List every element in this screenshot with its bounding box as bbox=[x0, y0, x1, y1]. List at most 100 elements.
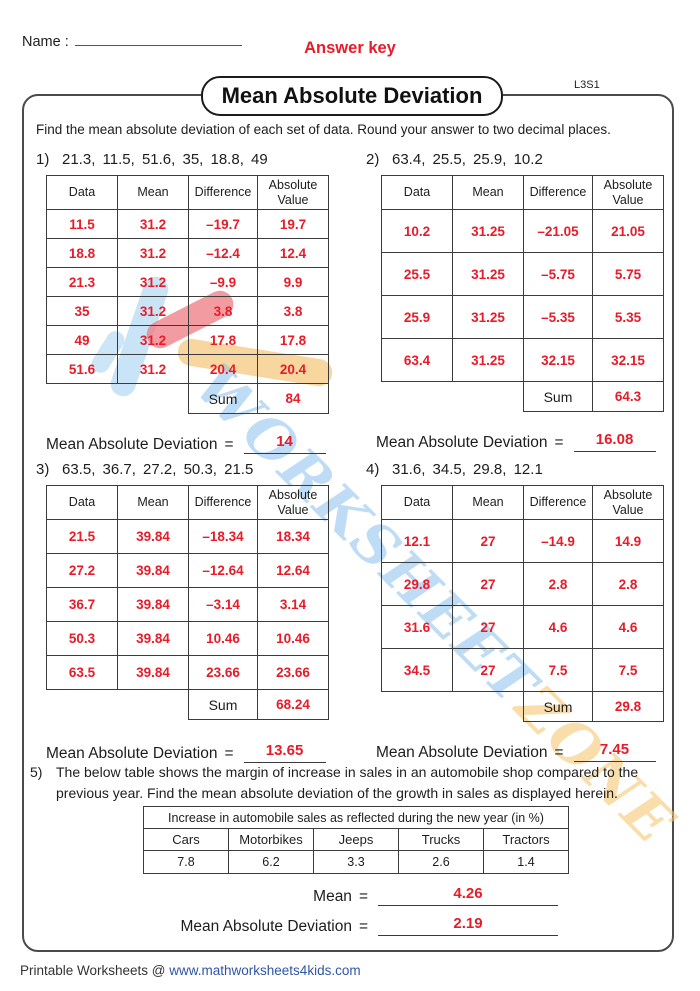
table-cell: 27 bbox=[452, 605, 524, 649]
table-row: 35 31.2 3.8 3.8 bbox=[46, 296, 329, 326]
header-difference: Difference bbox=[523, 175, 593, 210]
header-absolute-value: Absolute Value bbox=[592, 175, 664, 210]
page-title: Mean Absolute Deviation bbox=[201, 76, 503, 116]
header-difference: Difference bbox=[523, 485, 593, 520]
table-row: 21.3 31.2 –9.9 9.9 bbox=[46, 267, 329, 297]
table-cell: 2.8 bbox=[523, 562, 593, 606]
table-cell: 31.2 bbox=[117, 325, 189, 355]
table-cell: 23.66 bbox=[188, 655, 258, 690]
table-cell: –5.75 bbox=[523, 252, 593, 296]
table-cell: 12.64 bbox=[257, 553, 329, 588]
footer-link[interactable]: www.mathworksheets4kids.com bbox=[169, 963, 361, 978]
mad-label: Mean Absolute Deviation bbox=[376, 434, 548, 451]
mad-answer-line: Mean Absolute Deviation = 13.65 bbox=[46, 742, 346, 763]
header-mean: Mean bbox=[452, 175, 524, 210]
mad-answer: 2.19 bbox=[378, 915, 558, 937]
table-cell: 19.7 bbox=[257, 209, 329, 239]
sum-label: Sum bbox=[523, 381, 593, 412]
table-cell: 32.15 bbox=[523, 338, 593, 382]
table-row: 36.7 39.84 –3.14 3.14 bbox=[46, 587, 329, 622]
table-row: 25.9 31.25 –5.35 5.35 bbox=[381, 295, 664, 339]
table-row: 63.5 39.84 23.66 23.66 bbox=[46, 655, 329, 690]
table-cell: 50.3 bbox=[46, 621, 118, 656]
table-cell: 29.8 bbox=[381, 562, 453, 606]
table-header-row: Data Mean Difference Absolute Value bbox=[381, 175, 664, 210]
table-cell: 4.6 bbox=[592, 605, 664, 649]
table-cell: –12.4 bbox=[188, 238, 258, 268]
table-row: 31.6 27 4.6 4.6 bbox=[381, 605, 664, 649]
header-absolute-value: Absolute Value bbox=[257, 485, 329, 520]
value-jeeps: 3.3 bbox=[313, 850, 399, 875]
mad-answer-line: Mean Absolute Deviation = 14 bbox=[46, 433, 346, 454]
table-cell: 39.84 bbox=[117, 519, 189, 554]
problem-4: 4) 31.6, 34.5, 29.8, 12.1 Data Mean Diffe… bbox=[366, 461, 676, 762]
col-tractors: Tractors bbox=[483, 828, 569, 852]
sum-value: 64.3 bbox=[592, 381, 664, 412]
table-cell: 25.5 bbox=[381, 252, 453, 296]
value-cars: 7.8 bbox=[143, 850, 229, 875]
equals-sign: = bbox=[224, 436, 234, 453]
table-row: 51.6 31.2 20.4 20.4 bbox=[46, 354, 329, 384]
dataset-values: 63.4, 25.5, 25.9, 10.2 bbox=[392, 151, 543, 168]
header-data: Data bbox=[46, 485, 118, 520]
problem-1: 1) 21.3, 11.5, 51.6, 35, 18.8, 49 Data Me… bbox=[36, 151, 346, 454]
table-cell: –5.35 bbox=[523, 295, 593, 339]
mean-label: Mean bbox=[313, 888, 352, 906]
table-cell: 12.4 bbox=[257, 238, 329, 268]
table-row: 18.8 31.2 –12.4 12.4 bbox=[46, 238, 329, 268]
dataset-values: 31.6, 34.5, 29.8, 12.1 bbox=[392, 461, 543, 478]
table-row: 29.8 27 2.8 2.8 bbox=[381, 562, 664, 606]
mad-answer: 14 bbox=[243, 433, 326, 454]
table-header-row: Data Mean Difference Absolute Value bbox=[381, 485, 664, 520]
table-cell: 21.05 bbox=[592, 209, 664, 253]
sum-row-spacer bbox=[47, 690, 189, 720]
sales-table-title: Increase in automobile sales as reflecte… bbox=[143, 806, 569, 830]
problem-5-text: 5) The below table shows the margin of i… bbox=[30, 762, 678, 803]
table-row: 25.5 31.25 –5.75 5.75 bbox=[381, 252, 664, 296]
dataset-values: 21.3, 11.5, 51.6, 35, 18.8, 49 bbox=[62, 151, 268, 168]
sales-table-header-row: Cars Motorbikes Jeeps Trucks Tractors bbox=[143, 828, 569, 852]
problem-1-dataset-line: 1) 21.3, 11.5, 51.6, 35, 18.8, 49 bbox=[36, 151, 346, 168]
sum-label: Sum bbox=[523, 691, 593, 722]
table-row: 49 31.2 17.8 17.8 bbox=[46, 325, 329, 355]
mad-label: Mean Absolute Deviation bbox=[46, 745, 218, 762]
mad-answer-line: Mean Absolute Deviation = 16.08 bbox=[376, 431, 676, 452]
header-data: Data bbox=[381, 485, 453, 520]
table-cell: –14.9 bbox=[523, 519, 593, 563]
sum-value: 29.8 bbox=[592, 691, 664, 722]
header-difference: Difference bbox=[188, 485, 258, 520]
table-cell: 10.46 bbox=[188, 621, 258, 656]
col-trucks: Trucks bbox=[398, 828, 484, 852]
table-cell: 31.2 bbox=[117, 267, 189, 297]
header-absolute-value: Absolute Value bbox=[592, 485, 664, 520]
table-cell: 31.2 bbox=[117, 238, 189, 268]
table-cell: –12.64 bbox=[188, 553, 258, 588]
problem-number: 1) bbox=[36, 151, 50, 168]
sum-label: Sum bbox=[188, 689, 258, 720]
name-row: Name : bbox=[22, 30, 242, 50]
mad-answer: 7.45 bbox=[573, 741, 656, 762]
sum-row: Sum 29.8 bbox=[382, 691, 664, 722]
name-label: Name : bbox=[22, 34, 69, 50]
table-cell: 12.1 bbox=[381, 519, 453, 563]
mad-answer-line: Mean Absolute Deviation = 7.45 bbox=[376, 741, 676, 762]
sum-row-spacer bbox=[47, 384, 189, 414]
header-mean: Mean bbox=[117, 175, 189, 210]
header-data: Data bbox=[381, 175, 453, 210]
name-blank-line bbox=[74, 30, 242, 46]
table-cell: 10.46 bbox=[257, 621, 329, 656]
table-cell: 51.6 bbox=[46, 354, 118, 384]
col-motorbikes: Motorbikes bbox=[228, 828, 314, 852]
problem-statement: The below table shows the margin of incr… bbox=[56, 764, 639, 801]
sales-table: Increase in automobile sales as reflecte… bbox=[143, 806, 569, 875]
table-cell: –9.9 bbox=[188, 267, 258, 297]
problem-number: 2) bbox=[366, 151, 380, 168]
table-row: 11.5 31.2 –19.7 19.7 bbox=[46, 209, 329, 239]
sheet-code: L3S1 bbox=[574, 79, 600, 91]
sum-row-spacer bbox=[382, 382, 524, 412]
sales-table-values-row: 7.8 6.2 3.3 2.6 1.4 bbox=[143, 850, 569, 875]
header-absolute-value: Absolute Value bbox=[257, 175, 329, 210]
sum-label: Sum bbox=[188, 383, 258, 414]
table-cell: 20.4 bbox=[188, 354, 258, 384]
table-cell: 2.8 bbox=[592, 562, 664, 606]
